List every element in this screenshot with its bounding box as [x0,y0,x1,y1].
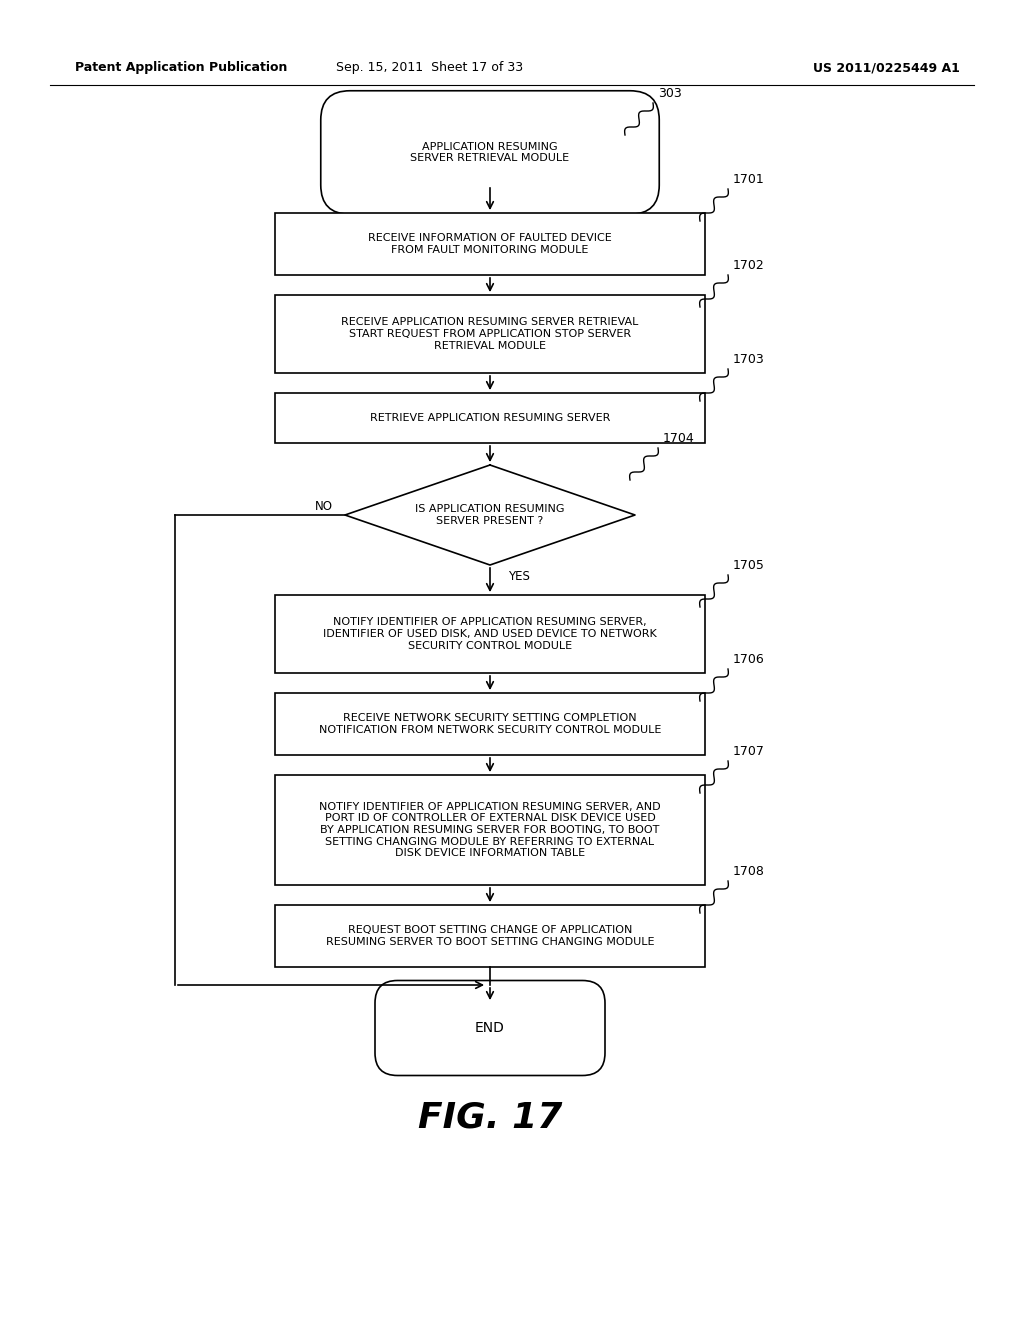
Text: RECEIVE APPLICATION RESUMING SERVER RETRIEVAL
START REQUEST FROM APPLICATION STO: RECEIVE APPLICATION RESUMING SERVER RETR… [341,317,639,351]
Text: NOTIFY IDENTIFIER OF APPLICATION RESUMING SERVER,
IDENTIFIER OF USED DISK, AND U: NOTIFY IDENTIFIER OF APPLICATION RESUMIN… [324,618,656,651]
Text: IS APPLICATION RESUMING
SERVER PRESENT ?: IS APPLICATION RESUMING SERVER PRESENT ? [416,504,565,525]
Text: RETRIEVE APPLICATION RESUMING SERVER: RETRIEVE APPLICATION RESUMING SERVER [370,413,610,422]
Bar [275,693,705,755]
Polygon shape [345,465,635,565]
Text: 303: 303 [658,87,682,100]
Text: RECEIVE INFORMATION OF FAULTED DEVICE
FROM FAULT MONITORING MODULE: RECEIVE INFORMATION OF FAULTED DEVICE FR… [368,234,612,255]
Text: Sep. 15, 2011  Sheet 17 of 33: Sep. 15, 2011 Sheet 17 of 33 [337,62,523,74]
Text: NOTIFY IDENTIFIER OF APPLICATION RESUMING SERVER, AND
PORT ID OF CONTROLLER OF E: NOTIFY IDENTIFIER OF APPLICATION RESUMIN… [319,801,660,858]
Text: END: END [475,1020,505,1035]
Text: 1703: 1703 [733,352,765,366]
FancyBboxPatch shape [375,981,605,1076]
Bar [275,393,705,444]
Text: YES: YES [508,570,529,583]
Bar [275,213,705,275]
Text: 1707: 1707 [733,744,765,758]
Text: 1704: 1704 [663,432,694,445]
FancyBboxPatch shape [321,91,659,214]
Text: 1708: 1708 [733,865,765,878]
Text: 1701: 1701 [733,173,765,186]
Bar [275,294,705,374]
Bar [275,775,705,884]
Text: 1706: 1706 [733,653,765,667]
Text: Patent Application Publication: Patent Application Publication [75,62,288,74]
Text: 1702: 1702 [733,259,765,272]
Bar [275,906,705,968]
Text: REQUEST BOOT SETTING CHANGE OF APPLICATION
RESUMING SERVER TO BOOT SETTING CHANG: REQUEST BOOT SETTING CHANGE OF APPLICATI… [326,925,654,946]
Text: APPLICATION RESUMING
SERVER RETRIEVAL MODULE: APPLICATION RESUMING SERVER RETRIEVAL MO… [411,141,569,164]
Text: NO: NO [315,500,333,513]
Bar [275,595,705,673]
Text: 1705: 1705 [733,558,765,572]
Text: RECEIVE NETWORK SECURITY SETTING COMPLETION
NOTIFICATION FROM NETWORK SECURITY C: RECEIVE NETWORK SECURITY SETTING COMPLET… [318,713,662,735]
Text: US 2011/0225449 A1: US 2011/0225449 A1 [813,62,961,74]
Text: FIG. 17: FIG. 17 [418,1101,562,1135]
